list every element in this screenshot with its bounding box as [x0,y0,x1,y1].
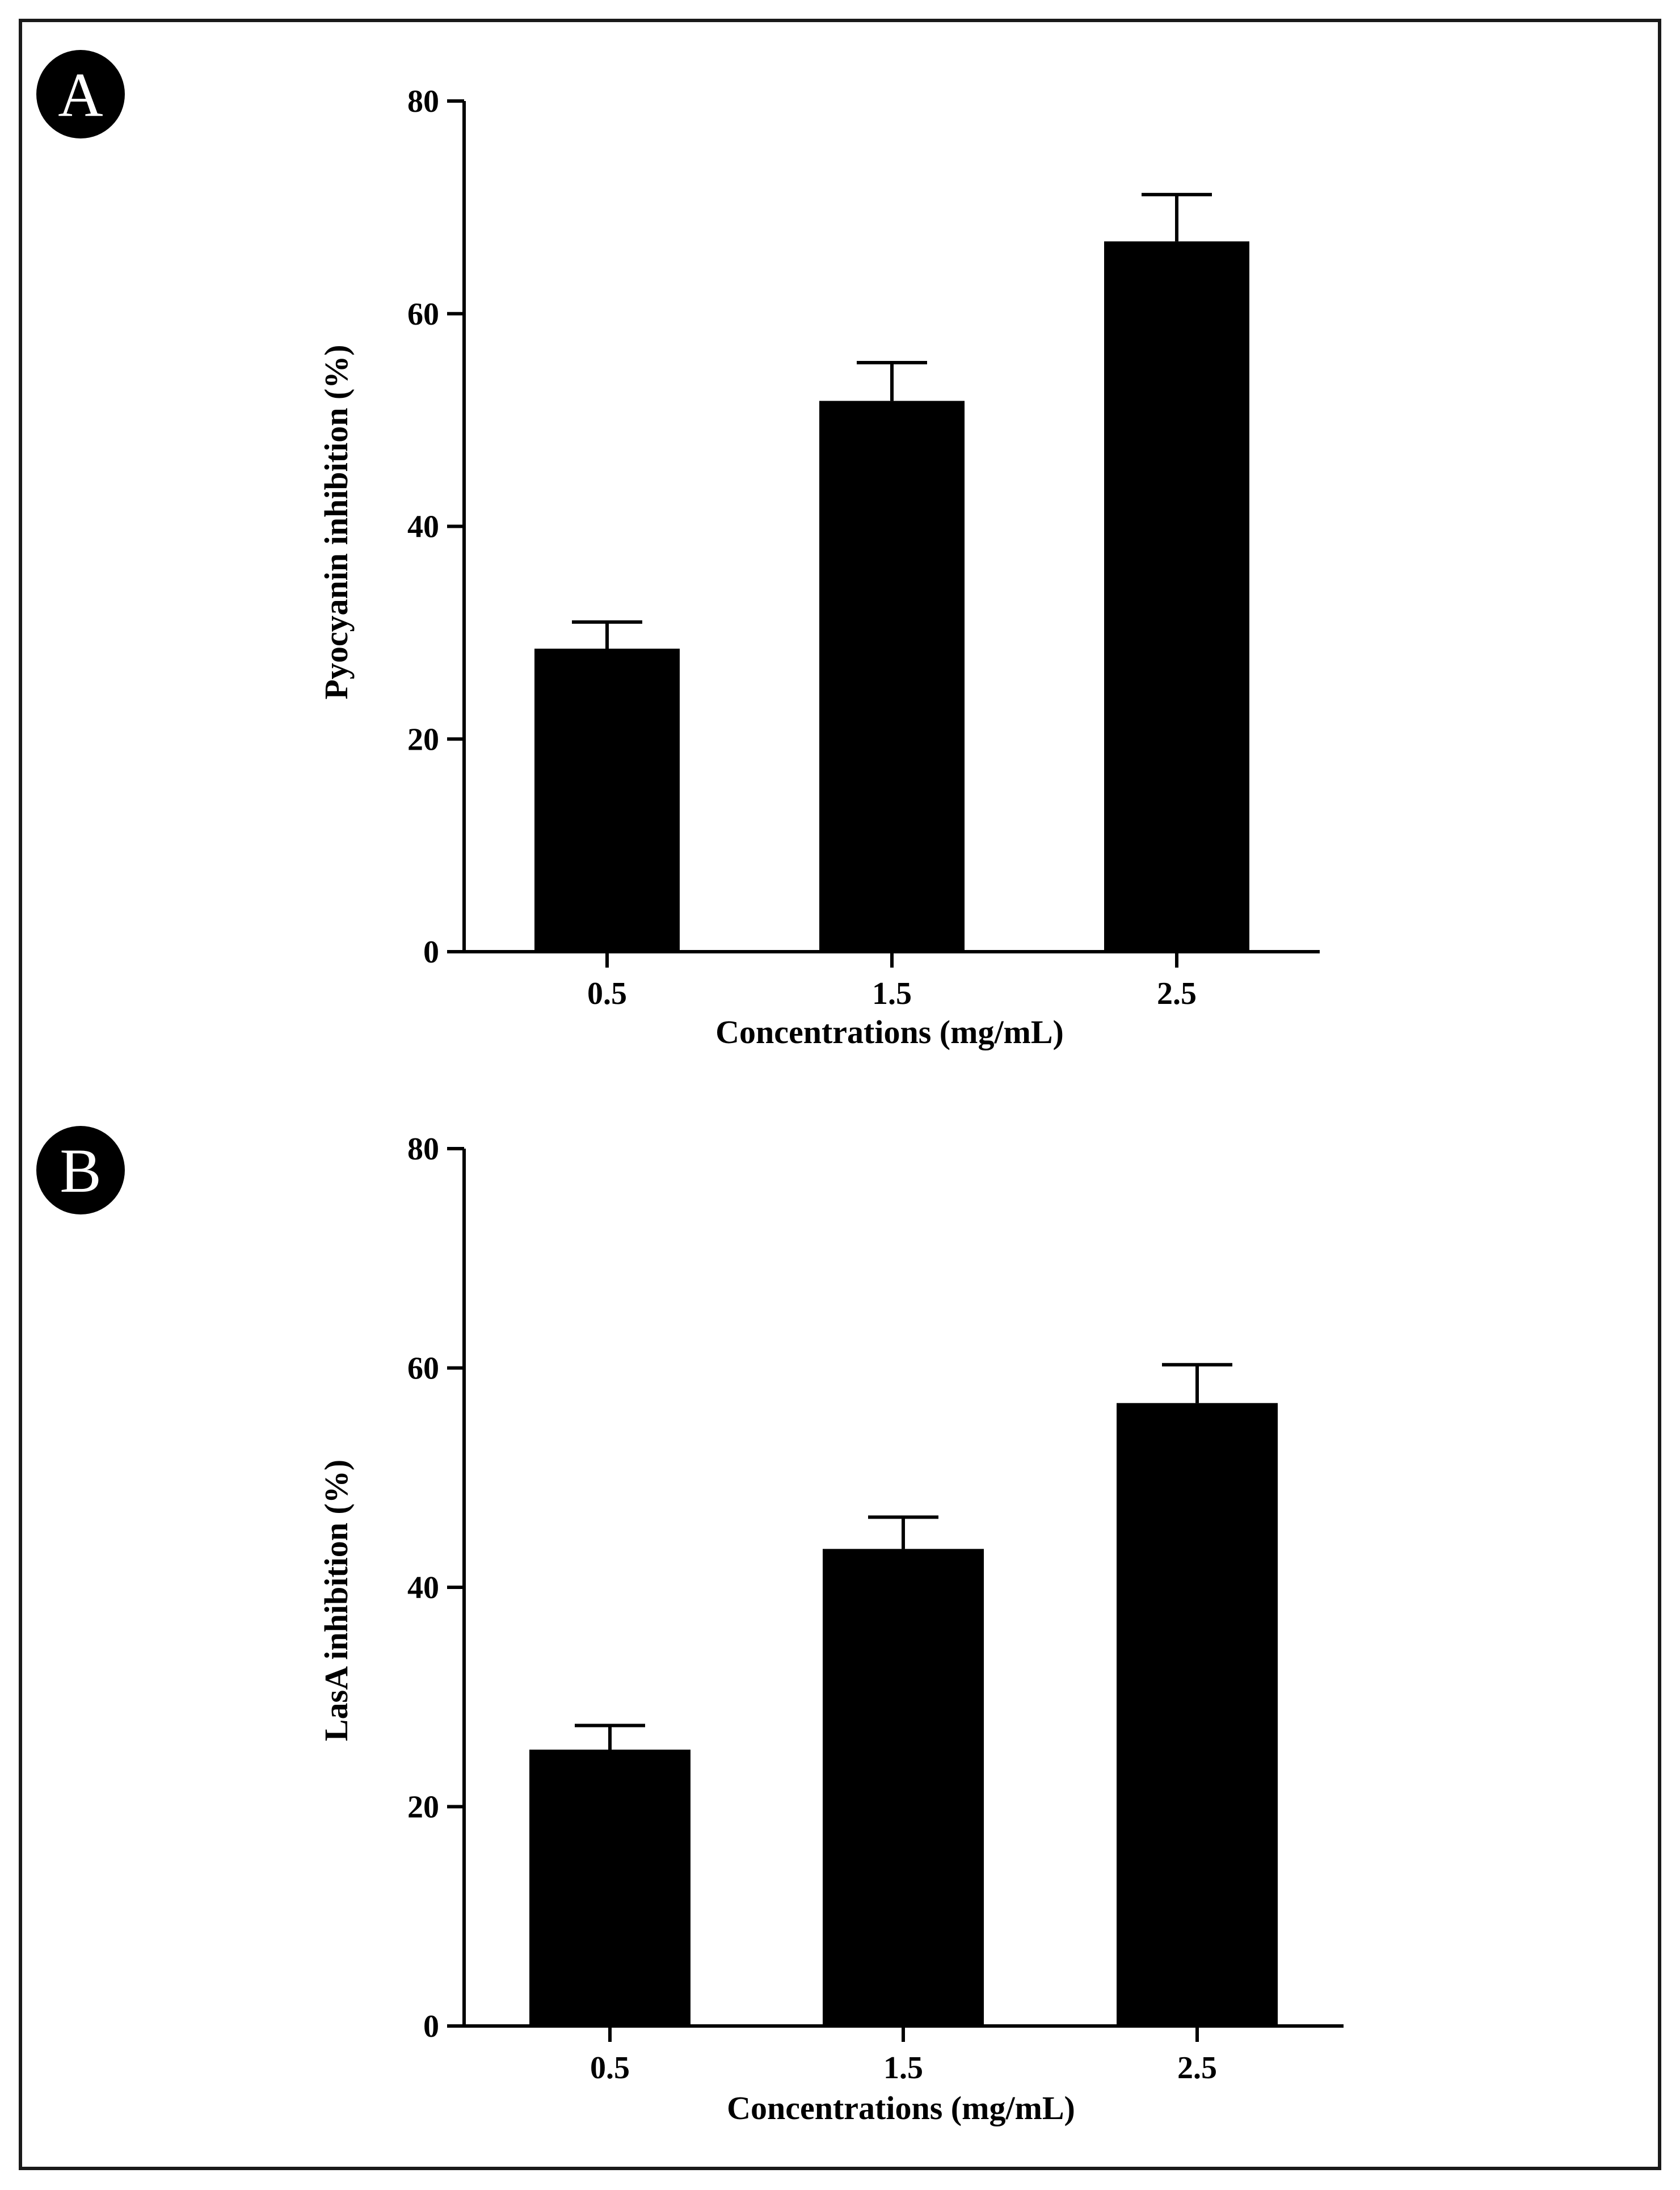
panel-a-x-tick-label: 2.5 [1157,976,1197,1011]
panel-b-badge [36,1126,125,1214]
panel-b-y-tick-label: 0 [423,2009,439,2044]
panel-b-x-tick-label: 1.5 [883,2050,923,2086]
panel-a-letter: A [58,60,103,129]
panel-b-x-tick-label: 0.5 [590,2050,630,2086]
panel-a-x-tick-label: 0.5 [587,976,627,1011]
panel-a-bar-2 [819,401,965,952]
panel-a-x-axis-label: Concentrations (mg/mL) [715,1014,1064,1050]
panel-a-y-tick-label: 60 [407,297,439,332]
panel-a-y-tick-label: 80 [407,84,439,119]
panel-b-axes: 0 20 40 60 80 0.5 1.5 2.5 [407,1132,1344,2086]
panel-b-y-tick-label: 60 [407,1351,439,1386]
panel-a-y-tick-label: 20 [407,722,439,757]
panel-a-y-axis-label: Pyocyanin inhibition (%) [318,344,355,699]
panel-a-badge [36,50,125,138]
panel-b-bar-3 [1117,1403,1278,2026]
panel-b-y-axis-label: LasA inhibition (%) [318,1460,355,1741]
panel-b: B 0 20 40 60 80 0.5 1.5 2.5 LasA inhibition (%)… [36,1126,1344,2126]
panel-a-x-tick-label: 1.5 [872,976,912,1011]
panel-a-y-tick-label: 40 [407,510,439,545]
panel-a-bar-3 [1104,241,1249,952]
panel-b-y-tick-label: 40 [407,1570,439,1605]
panel-b-bar-2 [823,1549,984,2026]
panel-a: A 0 20 40 60 80 0.5 1.5 2.5 Pyocyanin inhibitio… [36,50,1320,1050]
figure-border [19,19,1661,2170]
panel-b-y-tick-label: 80 [407,1132,439,1167]
panel-b-bar-1 [529,1750,690,2026]
panel-a-y-tick-label: 0 [423,935,439,970]
panel-b-y-tick-label: 20 [407,1790,439,1825]
panel-b-letter: B [60,1136,101,1205]
panel-a-bar-1 [534,648,680,952]
panel-a-axes: 0 20 40 60 80 0.5 1.5 2.5 [407,84,1320,1011]
panel-b-x-tick-label: 2.5 [1177,2050,1217,2086]
panel-b-x-axis-label: Concentrations (mg/mL) [727,2090,1075,2126]
